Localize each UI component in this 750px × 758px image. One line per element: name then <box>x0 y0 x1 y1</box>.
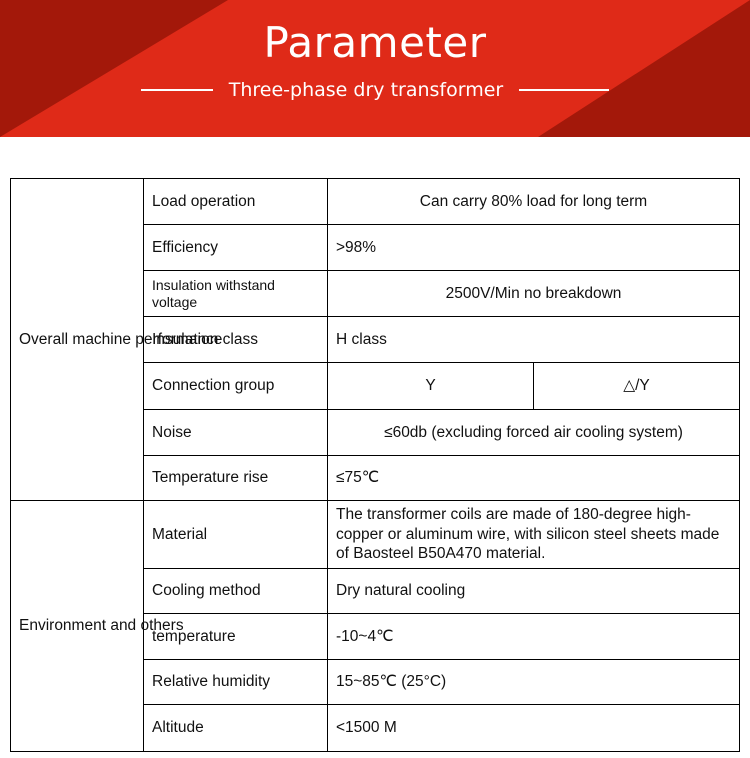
param-label-altitude: Altitude <box>143 704 328 752</box>
table-row: Overall machine performance Load operati… <box>10 178 740 501</box>
table-row: Insulation withstand voltage 2500V/Min n… <box>11 270 740 317</box>
table-row: Relative humidity 15~85℃ (25°C) <box>11 659 740 705</box>
table-row: Environment and others Material The tran… <box>10 500 740 752</box>
specification-table-container: Overall machine performance Load operati… <box>10 178 740 752</box>
value-temperature-rise: ≤75℃ <box>327 455 740 501</box>
param-label-material: Material <box>143 500 328 569</box>
table-row: Cooling method Dry natural cooling <box>11 568 740 614</box>
banner-subtitle-row: Three-phase dry transformer <box>140 78 610 102</box>
param-label-noise: Noise <box>143 409 328 456</box>
group-label-environment-and-others: Environment and others <box>10 500 184 752</box>
value-relative-humidity: 15~85℃ (25°C) <box>327 659 740 705</box>
param-label-load-operation: Load operation <box>143 178 328 225</box>
specification-table: Overall machine performance Load operati… <box>10 178 740 752</box>
value-material: The transformer coils are made of 180-de… <box>327 500 740 569</box>
param-label-temperature-rise: Temperature rise <box>143 455 328 501</box>
param-label-insulation-class: Insulation class <box>143 316 328 363</box>
banner-wedge-left-decoration <box>0 0 228 137</box>
page-title: Parameter <box>263 18 487 67</box>
value-efficiency: >98% <box>327 224 740 271</box>
value-temperature: -10~4℃ <box>327 613 740 660</box>
table-row: Altitude <1500 M <box>11 704 740 752</box>
value-insulation-withstand-voltage: 2500V/Min no breakdown <box>327 270 740 317</box>
param-label-connection-group: Connection group <box>143 362 328 410</box>
value-cooling-method: Dry natural cooling <box>327 568 740 614</box>
banner-wedge-right-decoration <box>538 0 750 137</box>
param-label-temperature: temperature <box>143 613 328 660</box>
param-label-cooling-method: Cooling method <box>143 568 328 614</box>
subtitle-rule-right-icon <box>519 89 610 91</box>
value-connection-group-primary: Y <box>327 362 534 410</box>
table-row: Noise ≤60db (excluding forced air coolin… <box>11 409 740 456</box>
subtitle-rule-left-icon <box>140 89 213 91</box>
table-row: Insulation class H class <box>11 316 740 363</box>
specification-table-body: Overall machine performance Load operati… <box>10 178 740 752</box>
group-label-overall-machine-performance: Overall machine performance <box>10 178 222 501</box>
param-label-insulation-withstand-voltage: Insulation withstand voltage <box>143 270 328 317</box>
value-connection-group-secondary: △/Y <box>533 362 740 410</box>
value-altitude: <1500 M <box>327 704 740 752</box>
page-header-banner: Parameter Three-phase dry transformer <box>0 0 750 137</box>
value-noise: ≤60db (excluding forced air cooling syst… <box>327 409 740 456</box>
table-row: Temperature rise ≤75℃ <box>11 455 740 501</box>
page-subtitle: Three-phase dry transformer <box>228 79 504 101</box>
value-load-operation: Can carry 80% load for long term <box>327 178 740 225</box>
banner-content: Parameter Three-phase dry transformer <box>0 0 750 137</box>
param-label-efficiency: Efficiency <box>143 224 328 271</box>
param-label-relative-humidity: Relative humidity <box>143 659 328 705</box>
value-insulation-class: H class <box>327 316 740 363</box>
